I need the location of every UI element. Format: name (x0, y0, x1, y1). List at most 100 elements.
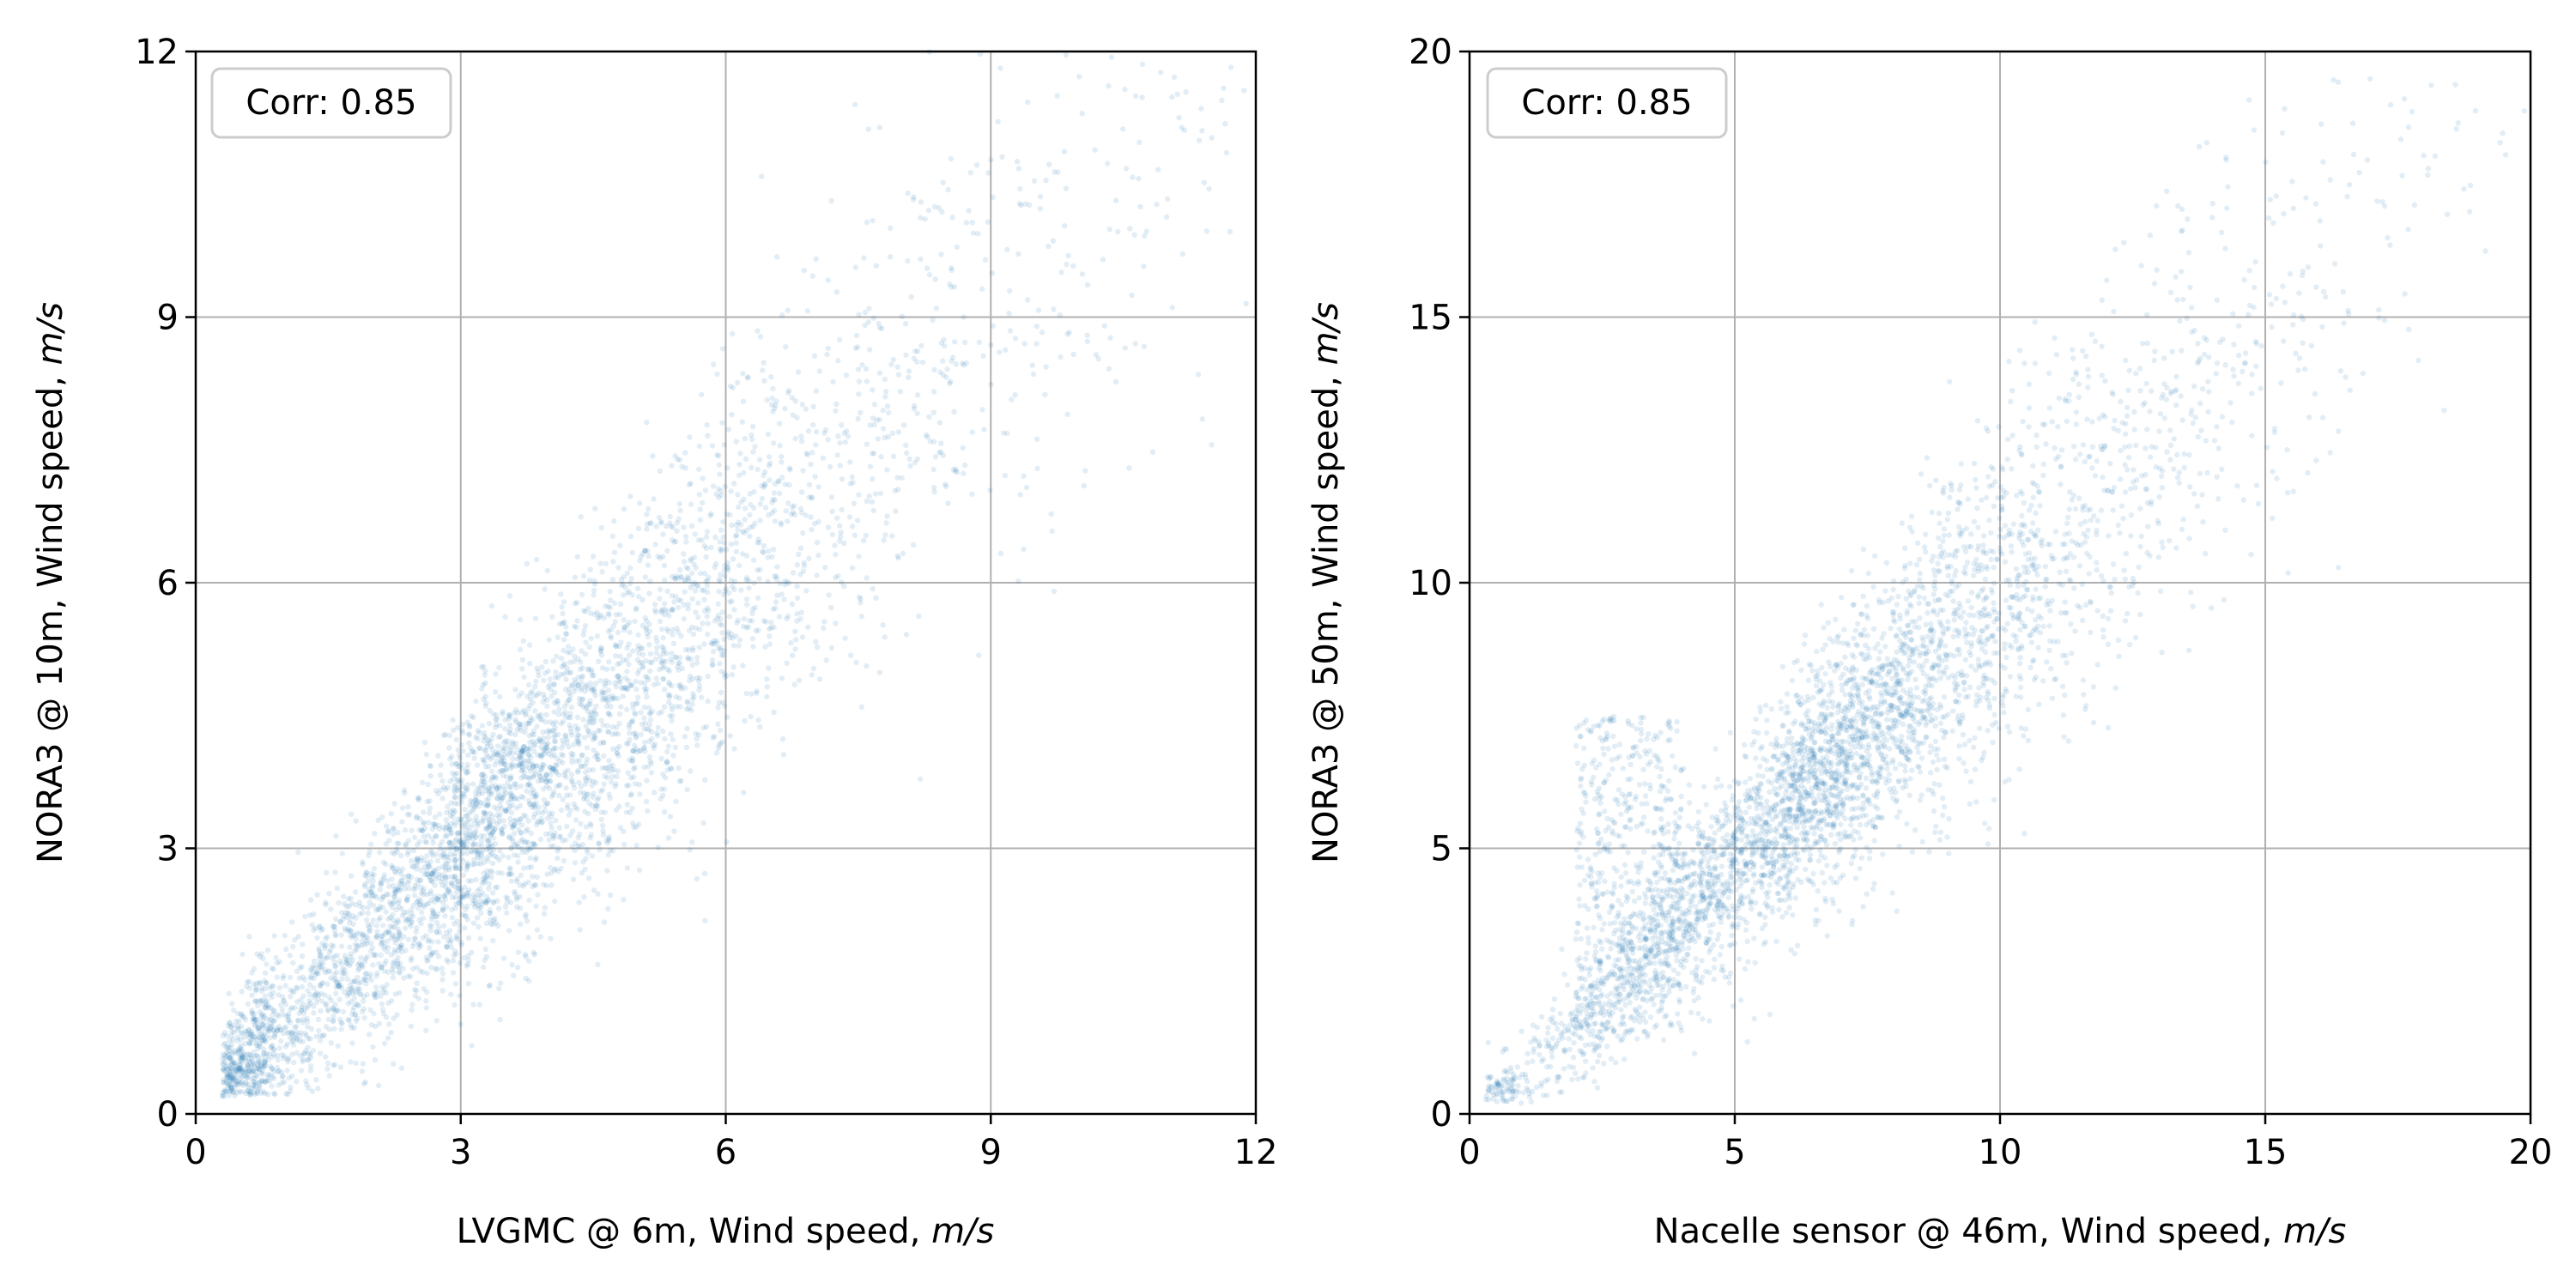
scatter-point (511, 972, 517, 979)
scatter-point (488, 602, 494, 609)
scatter-point (574, 618, 580, 624)
scatter-point (552, 675, 559, 681)
scatter-point (401, 910, 407, 916)
scatter-point (490, 731, 496, 738)
scatter-point (479, 819, 485, 826)
scatter-point (779, 453, 785, 460)
scatter-point (340, 1008, 347, 1015)
scatter-point (652, 542, 658, 548)
scatter-point (501, 726, 508, 732)
scatter-point (420, 828, 426, 834)
scatter-point (509, 962, 515, 968)
scatter-point (1621, 862, 1628, 868)
scatter-point (696, 626, 703, 632)
scatter-point (292, 936, 298, 943)
scatter-point (951, 409, 957, 415)
scatter-point (906, 368, 912, 374)
scatter-point (612, 730, 619, 736)
scatter-point (914, 410, 920, 416)
scatter-point (424, 989, 430, 996)
scatter-point (413, 866, 420, 872)
scatter-point (2213, 371, 2219, 377)
scatter-point (947, 380, 953, 386)
scatter-point (512, 687, 518, 693)
scatter-point (563, 837, 569, 843)
scatter-point (692, 531, 698, 537)
scatter-point (410, 847, 416, 854)
scatter-point (579, 665, 585, 671)
scatter-point (864, 498, 870, 505)
scatter-point (367, 927, 373, 934)
scatter-point (1165, 196, 1171, 203)
scatter-point (885, 409, 892, 416)
scatter-point (543, 711, 549, 718)
scatter-point (353, 915, 359, 921)
scatter-point (469, 1043, 475, 1049)
scatter-point (405, 936, 412, 943)
scatter-point (465, 981, 472, 987)
scatter-point (462, 925, 468, 931)
scatter-point (480, 756, 486, 763)
scatter-point (631, 747, 637, 753)
scatter-point (532, 683, 538, 690)
scatter-point (1070, 263, 1076, 269)
scatter-point (717, 471, 723, 477)
scatter-point (814, 540, 821, 546)
scatter-point (638, 680, 644, 686)
scatter-point (940, 358, 946, 364)
scatter-point (344, 993, 350, 999)
scatter-point (783, 344, 789, 350)
scatter-point (333, 984, 339, 990)
scatter-point (856, 312, 862, 318)
scatter-point (521, 707, 527, 713)
scatter-point (766, 463, 772, 469)
scatter-point (477, 861, 483, 867)
scatter-point (549, 882, 555, 888)
scatter-point (685, 655, 691, 661)
scatter-point (608, 704, 614, 710)
scatter-point (866, 493, 872, 499)
scatter-point (624, 865, 631, 871)
scatter-point (848, 652, 854, 658)
scatter-point (443, 867, 449, 873)
scatter-point (882, 394, 888, 400)
scatter-point (833, 408, 839, 414)
scatter-point (484, 802, 491, 808)
scatter-point (479, 880, 485, 887)
scatter-point (682, 646, 689, 653)
scatter-point (450, 776, 457, 782)
scatter-point (773, 599, 779, 605)
scatter-point (441, 893, 447, 899)
scatter-point (759, 482, 765, 489)
scatter-point (481, 737, 487, 744)
scatter-point (558, 865, 564, 872)
scatter-point (378, 880, 384, 886)
scatter-point (784, 578, 791, 585)
scatter-point (889, 430, 896, 437)
scatter-point (533, 821, 540, 828)
scatter-point (288, 994, 294, 1000)
scatter-point (574, 600, 580, 606)
scatter-point (367, 948, 373, 954)
scatter-point (530, 699, 536, 705)
scatter-point (578, 514, 584, 520)
scatter-point (1002, 473, 1009, 479)
scatter-point (276, 992, 282, 998)
scatter-point (764, 676, 770, 682)
scatter-point (1203, 228, 1210, 234)
scatter-point (648, 520, 654, 526)
scatter-point (1786, 905, 1792, 911)
scatter-point (1141, 343, 1148, 349)
scatter-point (484, 868, 490, 874)
scatter-point (341, 901, 348, 907)
scatter-point (568, 729, 574, 735)
scatter-point (692, 588, 699, 594)
scatter-point (500, 795, 506, 801)
scatter-point (637, 791, 643, 797)
scatter-point (404, 811, 410, 817)
scatter-point (774, 564, 780, 570)
scatter-point (751, 580, 757, 586)
scatter-point (351, 996, 357, 1002)
scatter-point (718, 689, 724, 696)
scatter-point (562, 769, 568, 775)
